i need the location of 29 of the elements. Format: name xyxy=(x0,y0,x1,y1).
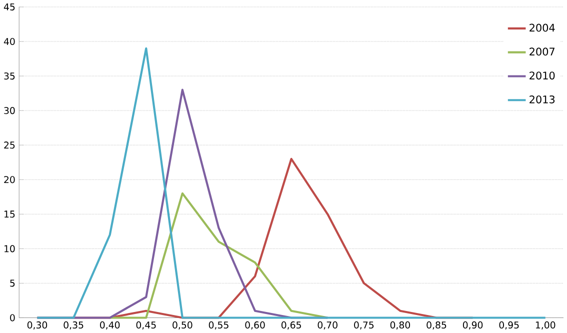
x-tick-label: 0,45 xyxy=(136,321,156,330)
y-tick-label: 40 xyxy=(4,38,15,46)
legend-label: 2004 xyxy=(530,24,555,32)
legend-label: 2007 xyxy=(530,48,554,56)
x-tick-label: 0,30 xyxy=(27,321,48,330)
legend-label: 2013 xyxy=(530,95,555,104)
x-tick-label: 1,00 xyxy=(536,321,556,330)
x-tick-label: 0,90 xyxy=(462,321,483,330)
x-tick-label: 0,80 xyxy=(390,321,410,330)
x-tick-label: 0,55 xyxy=(208,321,228,330)
legend-label: 2010 xyxy=(530,72,555,80)
y-tick-label: 5 xyxy=(10,280,15,287)
x-tick-label: 0,75 xyxy=(354,321,374,330)
y-tick-label: 20 xyxy=(4,176,15,184)
y-tick-label: 0 xyxy=(10,314,15,322)
x-tick-label: 0,85 xyxy=(426,321,446,330)
x-tick-label: 0,50 xyxy=(172,321,192,330)
x-tick-label: 0,70 xyxy=(318,321,338,330)
y-tick-label: 35 xyxy=(4,72,15,80)
y-tick-label: 10 xyxy=(4,245,15,252)
y-tick-label: 30 xyxy=(4,107,15,114)
y-tick-label: 15 xyxy=(4,210,15,218)
x-tick-label: 0,40 xyxy=(100,321,120,330)
y-tick-label: 25 xyxy=(4,142,15,149)
x-tick-label: 0,60 xyxy=(245,321,265,330)
x-tick-label: 0,65 xyxy=(281,321,301,330)
x-tick-label: 0,95 xyxy=(499,321,519,330)
y-tick-label: 45 xyxy=(4,3,15,10)
x-tick-label: 0,35 xyxy=(64,321,84,330)
